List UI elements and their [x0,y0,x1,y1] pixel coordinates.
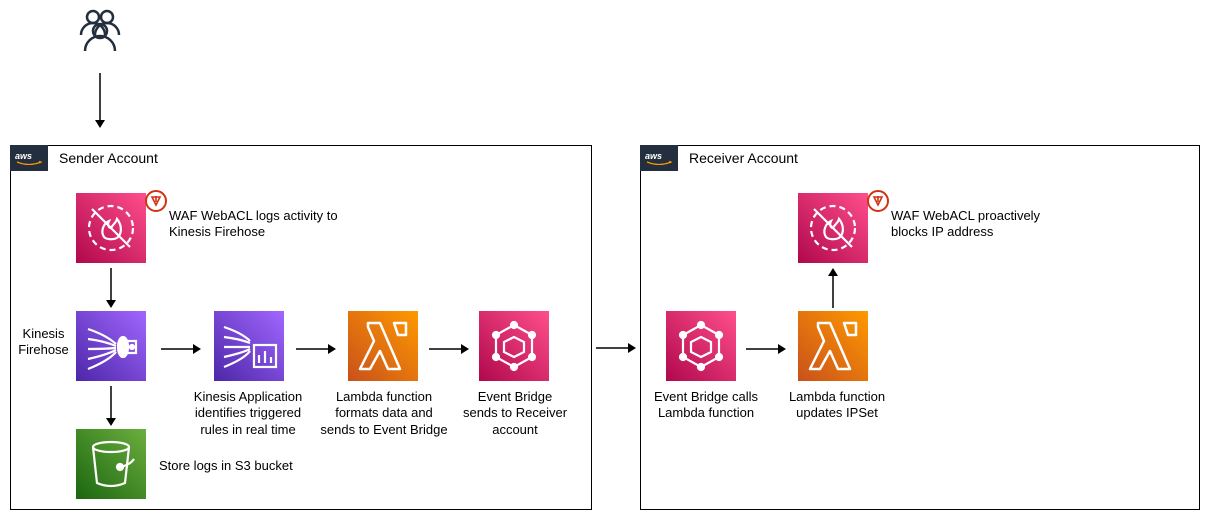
waf-icon [76,193,146,263]
firehose-side-label: Kinesis Firehose [16,326,71,357]
lambda-icon-sender [348,311,418,381]
arrow-users-to-sender [95,73,105,128]
users-icon [75,5,125,53]
arrow-eventbridge-to-lambda-receiver [746,341,786,359]
arrow-firehose-to-kinesisapp [161,341,201,359]
waf-caption-receiver: WAF WebACL proactively blocks IP address [891,208,1061,241]
svg-text:aws: aws [15,151,32,161]
lambda-caption-sender: Lambda function formats data and sends t… [316,389,452,438]
waf-badge-icon-receiver [867,190,889,212]
s3-caption: Store logs in S3 bucket [159,458,319,474]
arrow-lambda-to-waf-receiver [828,268,838,313]
svg-text:aws: aws [645,151,662,161]
aws-logo-receiver: aws [640,145,678,171]
eventbridge-icon-sender [479,311,549,381]
kinesis-app-caption: Kinesis Application identifies triggered… [181,389,315,438]
waf-badge-icon [145,190,167,212]
sender-title: Sender Account [59,150,158,166]
receiver-account-box: aws Receiver Account WAF WebACL proactiv… [640,145,1200,510]
kinesis-analytics-icon [214,311,284,381]
waf-caption-sender: WAF WebACL logs activity to Kinesis Fire… [169,208,359,241]
sender-account-box: aws Sender Account WAF WebACL logs activ… [10,145,592,510]
eventbridge-caption-receiver: Event Bridge calls Lambda function [646,389,766,422]
receiver-title: Receiver Account [689,150,798,166]
waf-icon-receiver [798,193,868,263]
lambda-icon-receiver [798,311,868,381]
arrow-waf-to-firehose [106,268,116,313]
arrow-lambda-to-eventbridge-sender [429,341,469,359]
arrow-firehose-to-s3 [106,386,116,431]
arrow-sender-to-receiver [596,340,636,358]
eventbridge-icon-receiver [666,311,736,381]
arrow-kinesisapp-to-lambda [296,341,336,359]
lambda-caption-receiver: Lambda function updates IPSet [779,389,895,422]
s3-icon [76,429,146,499]
eventbridge-caption-sender: Event Bridge sends to Receiver account [456,389,574,438]
aws-logo-sender: aws [10,145,48,171]
kinesis-firehose-icon [76,311,146,381]
